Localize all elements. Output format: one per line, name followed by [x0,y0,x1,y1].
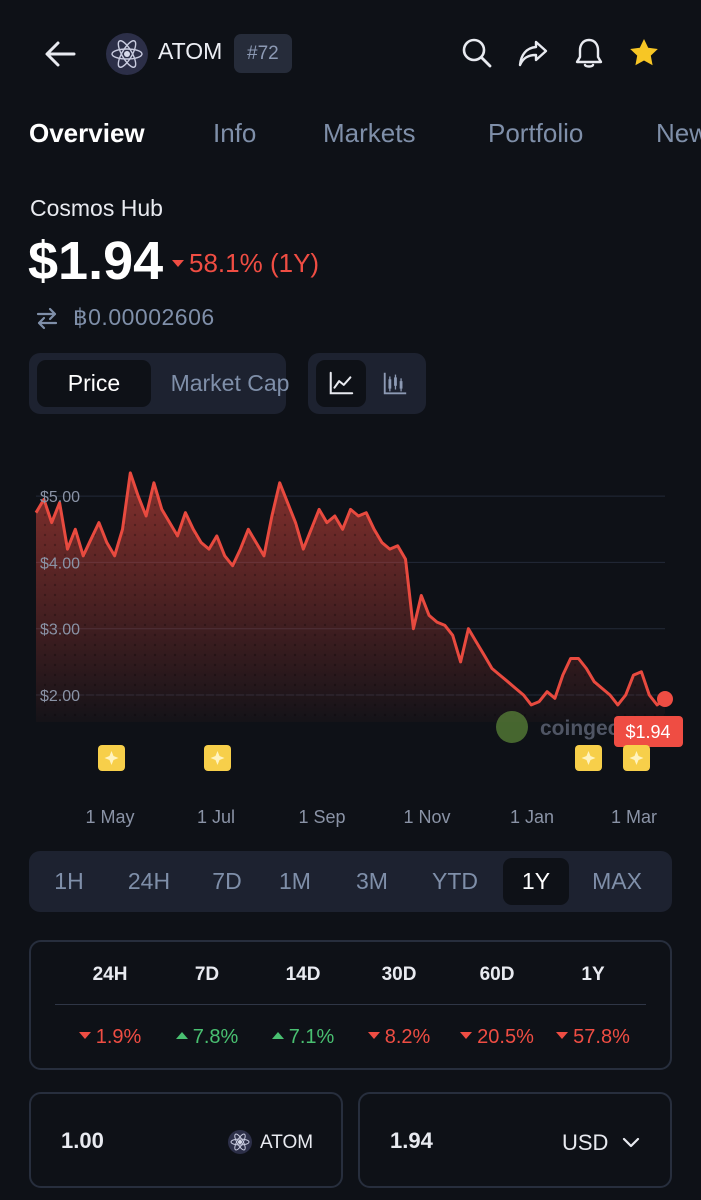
tab-new[interactable]: New [656,118,701,148]
performance-header-14d: 14D [285,964,321,985]
last-price-dot [657,691,673,707]
performance-value-text: 57.8% [573,1026,630,1048]
performance-header-1y: 1Y [581,964,605,985]
performance-header-7d: 7D [194,964,220,985]
price-change-value: 58.1% (1Y) [189,248,320,278]
x-tick-label: 1 Nov [403,807,450,827]
down-triangle-icon [367,1032,380,1040]
last-price-label: $1.94 [614,716,683,747]
converter-to-value[interactable]: 1.94 [390,1128,433,1153]
range-1m[interactable]: 1M [279,868,311,894]
rank-badge: #72 [234,34,292,73]
tab-info[interactable]: Info [213,118,257,148]
up-triangle-icon [175,1032,188,1040]
range-1h[interactable]: 1H [54,868,84,894]
performance-value-text: 20.5% [477,1026,534,1048]
event-marker[interactable] [623,745,650,771]
chart-style-toggle [308,353,426,414]
tab-markets[interactable]: Markets [323,118,416,148]
range-3m[interactable]: 3M [356,868,388,894]
range-ytd[interactable]: YTD [432,868,478,894]
performance-table: 24H 7D 14D 30D 60D 1Y 1.9% 7.8% 7.1% 8.2% 20.5% 57.… [29,940,672,1070]
converter-from[interactable]: 1.00 ATOM [29,1092,343,1188]
range-7d[interactable]: 7D [212,868,242,894]
range-max[interactable]: MAX [592,868,642,894]
line-chart-button[interactable] [316,360,366,407]
price-area-texture [36,472,665,722]
performance-header-30d: 30D [381,964,417,985]
price-change: 58.1% (1Y) [172,248,319,279]
converter-from-value[interactable]: 1.00 [61,1128,104,1153]
coin-name: Cosmos Hub [30,195,163,221]
performance-value: 7.8% [159,1026,255,1049]
y-tick-label: $2.00 [40,688,80,705]
performance-value-text: 7.1% [288,1026,335,1048]
x-tick-label: 1 Jul [197,807,235,827]
chevron-down-icon[interactable] [622,1136,640,1150]
down-triangle-icon [172,259,184,267]
x-tick-label: 1 Mar [611,807,657,827]
down-triangle-icon [556,1032,569,1040]
performance-value-text: 1.9% [95,1026,142,1048]
price-chart[interactable]: $5.00$4.00$3.00$2.00 coingecko $1.94 1 M… [0,440,701,840]
event-marker[interactable] [575,745,602,771]
y-tick-label: $4.00 [40,555,80,572]
performance-value: 1.9% [62,1026,158,1049]
coin-symbol: ATOM [158,38,223,64]
performance-header-24h: 24H [92,964,128,985]
up-triangle-icon [271,1032,284,1040]
market-cap-toggle-button[interactable]: Market Cap [170,370,290,396]
candlestick-button[interactable] [370,360,420,407]
atom-logo-icon [106,33,148,75]
line-chart-icon [329,371,354,395]
performance-value: 7.1% [255,1026,351,1049]
tab-overview[interactable]: Overview [29,118,145,148]
performance-value: 20.5% [449,1026,545,1049]
time-range-selector: 1H 24H 7D 1M 3M YTD 1Y MAX [29,851,672,912]
x-tick-label: 1 Jan [510,807,554,827]
section-tabs: Overview Info Markets Portfolio New [0,118,701,158]
event-markers [98,745,650,771]
atom-logo-icon [228,1130,252,1154]
event-marker[interactable] [204,745,231,771]
converter-from-unit: ATOM [260,1132,314,1153]
performance-value: 57.8% [545,1026,641,1049]
search-icon[interactable] [460,36,494,70]
star-icon[interactable] [627,36,661,70]
down-triangle-icon [78,1032,91,1040]
bell-icon[interactable] [572,36,606,70]
currency-select[interactable]: USD [562,1130,609,1155]
x-tick-label: 1 Sep [298,807,345,827]
current-price: $1.94 [28,231,164,291]
gecko-logo-icon [496,711,528,743]
event-marker[interactable] [98,745,125,771]
down-triangle-icon [460,1032,473,1040]
range-24h[interactable]: 24H [127,868,171,894]
price-toggle-button[interactable]: Price [37,360,151,407]
tab-portfolio[interactable]: Portfolio [488,118,584,148]
performance-value: 8.2% [351,1026,447,1049]
share-icon[interactable] [516,36,550,70]
performance-value-text: 7.8% [192,1026,239,1048]
chart-metric-toggle: Price Market Cap [29,353,289,414]
y-tick-label: $5.00 [40,489,80,506]
last-price-label-text: $1.94 [625,722,670,742]
top-bar: ATOM #72 [0,0,701,108]
converter-to[interactable]: 1.94 USD [358,1092,672,1188]
btc-price: ฿0.00002606 [73,304,215,330]
range-1y[interactable]: 1Y [503,858,569,905]
performance-header-60d: 60D [479,964,515,985]
y-tick-label: $3.00 [40,622,80,639]
performance-divider [55,1004,646,1005]
back-arrow-icon[interactable] [40,34,80,74]
candlestick-icon [383,372,407,395]
x-tick-label: 1 May [85,807,134,827]
performance-value-text: 8.2% [384,1026,431,1048]
price-line [34,471,666,707]
swap-arrows-icon [36,307,58,330]
